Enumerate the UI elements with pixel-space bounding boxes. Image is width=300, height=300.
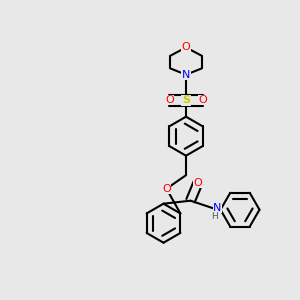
Text: O: O [162,184,171,194]
Text: N: N [182,70,190,80]
Text: S: S [182,95,190,105]
Text: H: H [211,212,218,221]
Text: O: O [198,95,207,105]
Text: O: O [194,178,202,188]
Text: O: O [182,42,190,52]
Text: N: N [213,203,221,213]
Text: O: O [165,95,174,105]
